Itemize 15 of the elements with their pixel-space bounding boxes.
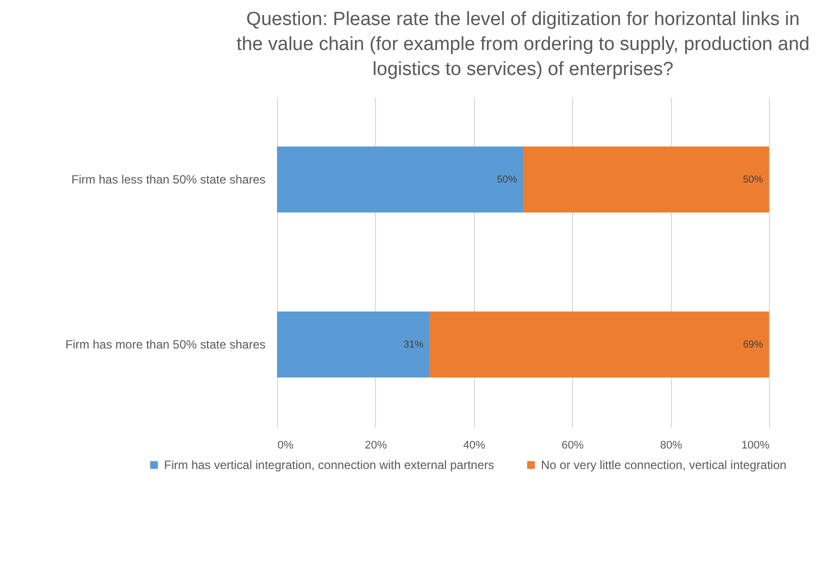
x-tick-label: 80% — [660, 440, 682, 452]
chart-title: Question: Please rate the level of digitization for horizontal links in the value chain (for example from ordering to supply, production and logistics to services) of enterprises? — [236, 9, 810, 80]
x-tick-label: 60% — [562, 440, 584, 452]
data-label: 31% — [404, 340, 424, 350]
legend-label: Firm has vertical integration, connection with external partners — [164, 458, 494, 472]
y-tick-label: Firm has less than 50% state shares — [71, 172, 266, 186]
x-tick-label: 40% — [463, 440, 486, 452]
data-label: 69% — [742, 340, 764, 350]
data-label: 50% — [496, 174, 518, 186]
x-tick-label: 0% — [278, 440, 294, 452]
data-label: 50% — [742, 174, 764, 186]
y-tick-label: Firm has more than 50% state shares — [65, 338, 266, 352]
x-tick-label: 20% — [364, 440, 388, 452]
legend-label: No or very little connection, vertical integration — [541, 458, 786, 472]
x-tick-label: 100% — [741, 440, 770, 452]
